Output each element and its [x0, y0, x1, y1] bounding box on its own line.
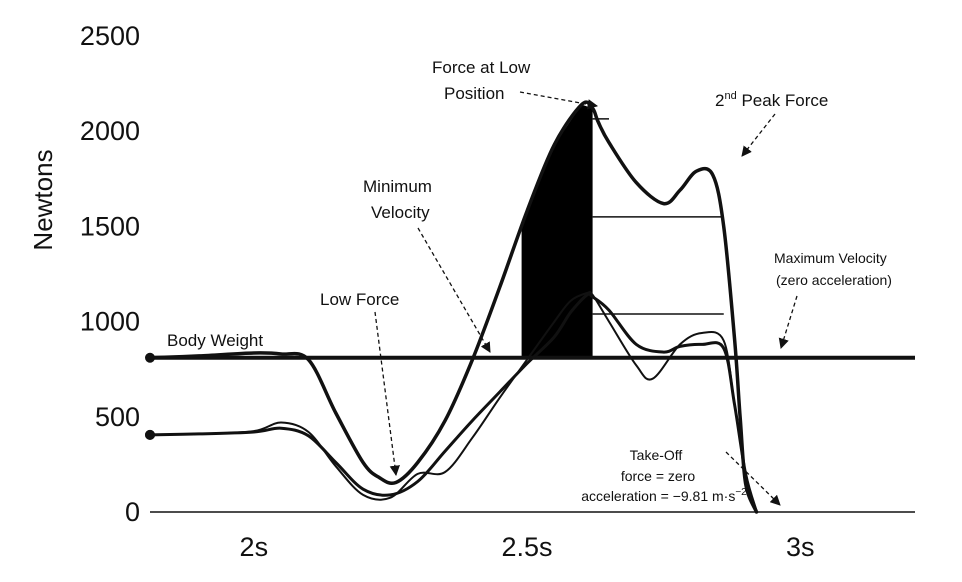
x-tick-label: 2.5s — [502, 532, 553, 562]
annotation-max-velocity-2: (zero acceleration) — [776, 272, 892, 288]
annotation-second-peak-rest: Peak Force — [737, 91, 829, 110]
y-tick-label: 0 — [125, 497, 140, 527]
arrow-low-force — [374, 311, 400, 477]
annotation-low-force: Low Force — [320, 290, 399, 309]
series-line-2 — [148, 292, 758, 514]
annotation-takeoff-3-prefix: acceleration = −9.81 m·s — [581, 488, 735, 504]
series-start-point-main — [145, 352, 155, 363]
annotation-takeoff-1: Take-Off — [630, 447, 683, 463]
y-tick-label: 2500 — [80, 21, 140, 51]
arrow-second-peak — [741, 113, 776, 157]
annotation-body-weight: Body Weight — [167, 331, 263, 350]
annotation-takeoff-3-sup: −2 — [735, 487, 747, 498]
y-tick-label: 500 — [95, 402, 140, 432]
arrow-takeoff — [725, 451, 781, 506]
y-axis-label: Newtons — [28, 149, 58, 250]
x-tick-labels: 2s 2.5s 3s — [240, 532, 815, 562]
annotation-second-peak-sup: nd — [724, 90, 736, 102]
x-tick-label: 3s — [786, 532, 815, 562]
annotation-second-peak-prefix: 2 — [715, 91, 724, 110]
x-tick-label: 2s — [240, 532, 269, 562]
series-line-3 — [149, 290, 758, 513]
annotation-minimum-velocity-2: Velocity — [371, 203, 430, 222]
y-tick-label: 1500 — [80, 211, 140, 241]
annotation-force-low-position-2: Position — [444, 84, 504, 103]
arrow-force-low-position — [519, 91, 599, 110]
y-tick-label: 1000 — [80, 307, 140, 337]
impulse-filled-region — [521, 105, 593, 358]
series-start-point-3 — [145, 429, 155, 440]
annotation-second-peak: 2nd Peak Force — [715, 90, 828, 110]
annotation-takeoff-2: force = zero — [621, 468, 696, 484]
y-tick-labels: 0 500 1000 1500 2000 2500 — [80, 21, 140, 527]
arrow-max-velocity — [778, 295, 798, 349]
arrow-minimum-velocity — [417, 227, 491, 353]
annotation-force-low-position-1: Force at Low — [432, 58, 531, 77]
y-tick-label: 2000 — [80, 116, 140, 146]
annotation-max-velocity-1: Maximum Velocity — [774, 250, 887, 266]
annotation-takeoff-3: acceleration = −9.81 m·s−2 — [581, 487, 747, 504]
series-line-main — [148, 100, 759, 514]
annotation-minimum-velocity-1: Minimum — [363, 177, 432, 196]
